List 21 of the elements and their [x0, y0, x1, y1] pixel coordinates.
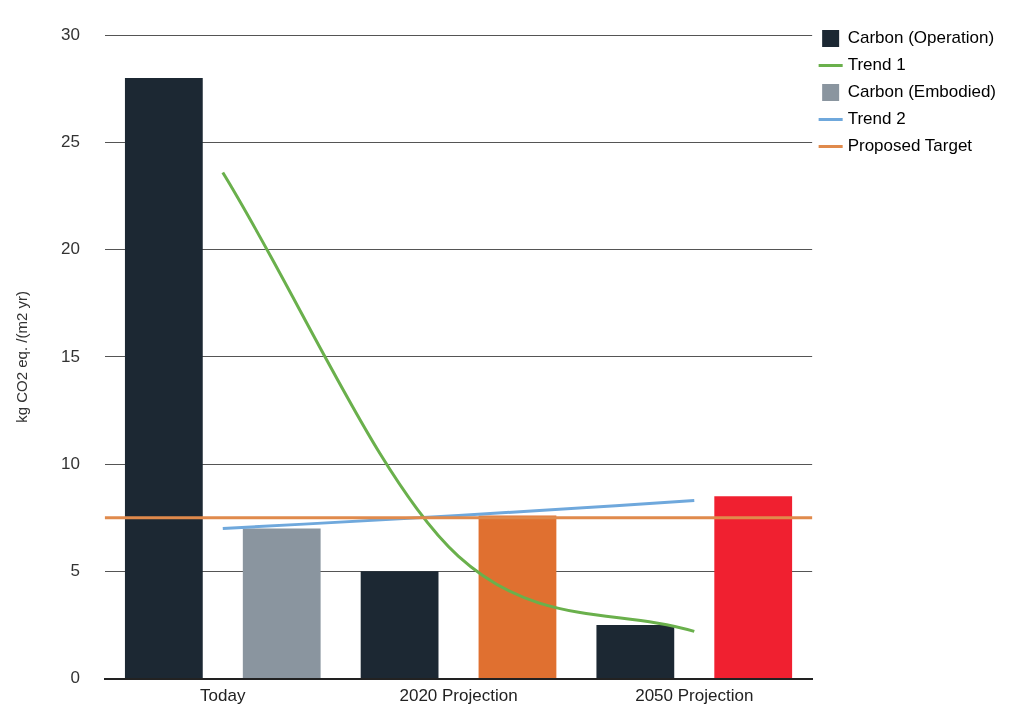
bar [714, 496, 793, 679]
x-tick-label: 2050 Projection [635, 686, 754, 706]
legend-label: Trend 2 [847, 109, 906, 129]
legend-label: Proposed Target [847, 136, 973, 156]
x-tick-label: Today [200, 686, 246, 706]
bar [242, 528, 321, 679]
y-tick-label: 10 [60, 453, 80, 473]
y-tick-label: 30 [60, 24, 80, 44]
y-tick-label: 0 [70, 668, 80, 688]
y-axis-title: kg CO2 eq. /(m2 yr) [13, 291, 31, 423]
bar [124, 78, 203, 679]
y-tick-label: 5 [70, 561, 80, 581]
bar [596, 624, 675, 679]
y-tick-label: 20 [60, 239, 80, 259]
legend-label: Trend 1 [847, 55, 906, 75]
bar [360, 571, 439, 679]
y-tick-label: 15 [60, 346, 80, 366]
legend-label: Carbon (Operation) [847, 28, 995, 48]
x-tick-label: 2020 Projection [399, 686, 518, 706]
legend-label: Carbon (Embodied) [847, 82, 997, 102]
y-tick-label: 25 [60, 132, 80, 152]
